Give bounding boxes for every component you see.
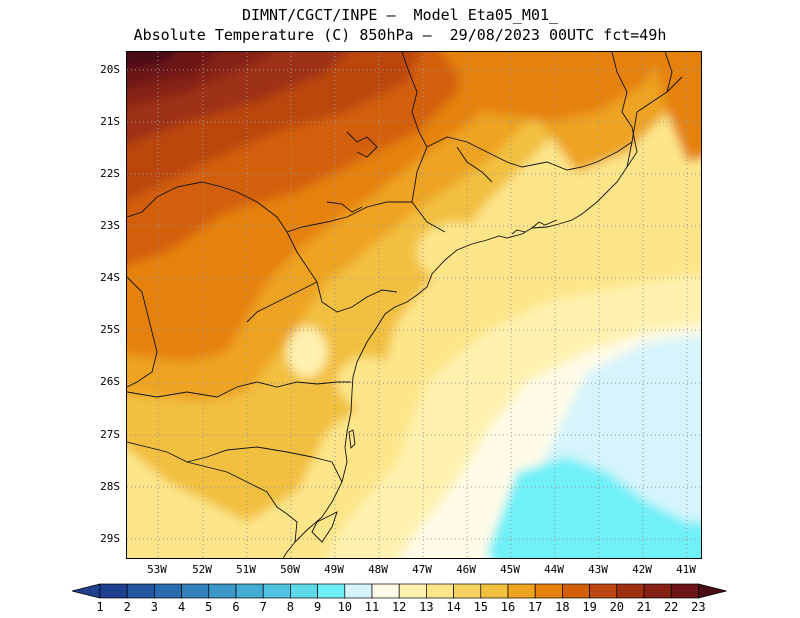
colorbar-swatch bbox=[480, 583, 509, 599]
coastlines-and-borders bbox=[127, 52, 683, 558]
colorbar-swatch bbox=[126, 583, 155, 599]
colorbar-swatch bbox=[371, 583, 400, 599]
lat-label-23s: 23S bbox=[100, 219, 120, 232]
colorbar-swatch bbox=[562, 583, 590, 599]
colorbar-swatch bbox=[235, 583, 264, 599]
colorbar-swatch bbox=[181, 583, 210, 599]
colorbar-label: 7 bbox=[259, 600, 267, 614]
lon-label-44w: 44W bbox=[544, 563, 564, 576]
lat-label-27s: 27S bbox=[100, 428, 120, 441]
graticule bbox=[127, 52, 701, 558]
colorbar-swatch bbox=[317, 583, 346, 599]
lon-label-52w: 52W bbox=[192, 563, 212, 576]
lat-label-22s: 22S bbox=[100, 167, 120, 180]
colorbar-swatch bbox=[507, 583, 536, 599]
colorbar-label: 16 bbox=[500, 600, 516, 614]
lat-label-25s: 25S bbox=[100, 323, 120, 336]
colorbar-arrow-low bbox=[71, 583, 101, 599]
colorbar-swatch bbox=[99, 583, 128, 599]
temperature-map bbox=[126, 51, 702, 559]
colorbar-swatch bbox=[290, 583, 318, 599]
lon-label-49w: 49W bbox=[324, 563, 344, 576]
colorbar-label: 12 bbox=[391, 600, 407, 614]
lon-label-47w: 47W bbox=[412, 563, 432, 576]
colorbar-swatch bbox=[426, 583, 454, 599]
colorbar-label: 10 bbox=[337, 600, 353, 614]
colorbar-swatch bbox=[154, 583, 182, 599]
lon-label-53w: 53W bbox=[147, 563, 167, 576]
lon-label-43w: 43W bbox=[588, 563, 608, 576]
colorbar-label: 1 bbox=[96, 600, 104, 614]
colorbar-label: 23 bbox=[691, 600, 706, 614]
colorbar-label: 9 bbox=[313, 600, 322, 614]
lon-label-50w: 50W bbox=[280, 563, 300, 576]
colorbar-label: 15 bbox=[473, 600, 489, 614]
colorbar-swatch bbox=[344, 583, 373, 599]
colorbar-label: 6 bbox=[232, 600, 240, 614]
lat-label-21s: 21S bbox=[100, 115, 120, 128]
lon-label-46w: 46W bbox=[456, 563, 476, 576]
colorbar-swatch bbox=[589, 583, 618, 599]
lat-label-20s: 20S bbox=[100, 63, 120, 76]
lat-label-26s: 26S bbox=[100, 375, 120, 388]
title-line-2: Absolute Temperature (C) 850hPa – 29/08/… bbox=[133, 26, 667, 44]
lat-label-28s: 28S bbox=[100, 480, 120, 493]
lat-label-24s: 24S bbox=[100, 271, 120, 284]
colorbar-swatch bbox=[670, 583, 699, 599]
colorbar-label: 2 bbox=[123, 600, 131, 614]
colorbar-label: 14 bbox=[446, 600, 461, 614]
colorbar-label: 20 bbox=[609, 600, 625, 614]
colorbar-swatch bbox=[262, 583, 291, 599]
colorbar-swatch bbox=[616, 583, 645, 599]
colorbar-arrow-high bbox=[698, 583, 727, 599]
colorbar-label: 11 bbox=[364, 600, 380, 614]
colorbar-swatch bbox=[398, 583, 427, 599]
colorbar-label: 3 bbox=[150, 600, 158, 614]
colorbar-label: 19 bbox=[582, 600, 597, 614]
colorbar-label: 18 bbox=[555, 600, 570, 614]
colorbar-swatch bbox=[208, 583, 237, 599]
colorbar bbox=[71, 583, 727, 599]
colorbar-swatch bbox=[453, 583, 482, 599]
temperature-field bbox=[127, 52, 701, 558]
colorbar-swatch bbox=[643, 583, 672, 599]
colorbar-swatch bbox=[534, 583, 563, 599]
colorbar-label: 4 bbox=[177, 600, 186, 614]
colorbar-label: 17 bbox=[527, 600, 543, 614]
lon-label-51w: 51W bbox=[236, 563, 256, 576]
lon-label-42w: 42W bbox=[632, 563, 652, 576]
colorbar-label: 21 bbox=[636, 600, 652, 614]
lon-label-48w: 48W bbox=[368, 563, 388, 576]
lon-label-41w: 41W bbox=[676, 563, 696, 576]
colorbar-label: 22 bbox=[663, 600, 679, 614]
colorbar-label: 5 bbox=[205, 600, 213, 614]
lat-label-29s: 29S bbox=[100, 532, 120, 545]
colorbar-label: 13 bbox=[419, 600, 434, 614]
map-svg bbox=[127, 52, 701, 558]
title-line-1: DIMNT/CGCT/INPE – Model Eta05_M01_ bbox=[241, 6, 559, 24]
colorbar-label: 8 bbox=[286, 600, 294, 614]
lon-label-45w: 45W bbox=[500, 563, 520, 576]
